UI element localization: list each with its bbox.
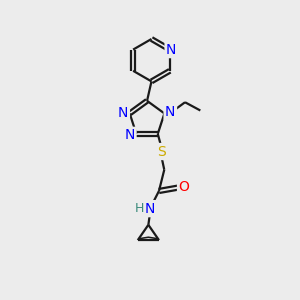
Text: N: N — [145, 202, 155, 216]
Text: N: N — [165, 105, 175, 119]
Text: N: N — [166, 43, 176, 57]
Text: N: N — [125, 128, 135, 142]
Text: S: S — [157, 145, 166, 158]
Text: N: N — [118, 106, 128, 120]
Text: O: O — [178, 180, 189, 194]
Text: H: H — [135, 202, 144, 215]
